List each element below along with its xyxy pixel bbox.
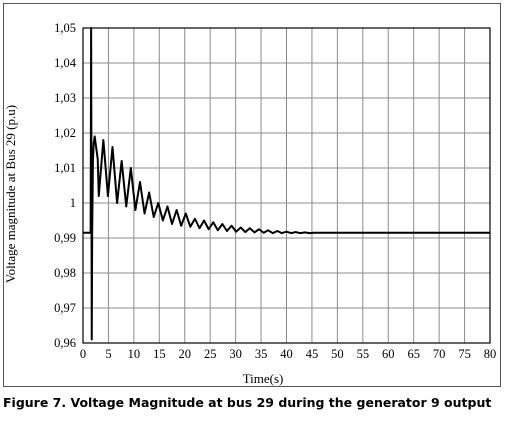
y-tick-label: 0,99 — [54, 231, 76, 245]
x-tick-label: 70 — [433, 347, 446, 361]
x-tick-label: 55 — [357, 347, 370, 361]
x-tick-label: 65 — [407, 347, 420, 361]
y-tick-label: 1,01 — [54, 161, 76, 175]
y-tick-label: 1,02 — [54, 126, 76, 140]
x-tick-label: 80 — [484, 347, 497, 361]
x-tick-label: 35 — [255, 347, 268, 361]
y-tick-label: 1 — [70, 196, 76, 210]
y-tick-label: 0,98 — [54, 266, 76, 280]
x-tick-label: 50 — [331, 347, 344, 361]
series-lines — [83, 27, 490, 341]
y-tick-label: 1,04 — [54, 56, 77, 70]
x-tick-label: 0 — [80, 347, 86, 361]
y-tick-label: 1,05 — [54, 21, 76, 35]
x-tick-label: 60 — [382, 347, 395, 361]
y-tick-label: 1,03 — [54, 91, 76, 105]
x-tick-label: 30 — [229, 347, 242, 361]
line-chart: 0 5 10 15 20 25 30 35 40 45 50 55 60 65 70 75 80 0,960,9… — [54, 21, 496, 361]
x-tick-label: 40 — [280, 347, 293, 361]
grid — [82, 27, 491, 344]
plot-border — [82, 27, 491, 344]
y-tick-labels: 0,96 0,97 0,98 0,99 1 1,01 1,02 1,03 1,04 1,05 — [54, 21, 77, 350]
x-tick-label: 20 — [179, 347, 192, 361]
y-tick-label: 0,96 — [54, 336, 76, 350]
x-tick-label: 45 — [306, 347, 319, 361]
x-tick-label: 75 — [458, 347, 471, 361]
x-tick-labels: 0 5 10 15 20 25 30 35 40 45 50 55 60 65 70 75 80 — [80, 347, 496, 361]
x-tick-label: 15 — [153, 347, 166, 361]
voltage-series-line — [83, 27, 490, 341]
x-tick-label: 25 — [204, 347, 217, 361]
chart-frame: 0 5 10 15 20 25 30 35 40 45 50 55 60 65 70 75 80 0,96 0,9… — [3, 3, 501, 387]
x-tick-label: 5 — [105, 347, 111, 361]
figure-caption: Figure 7. Voltage Magnitude at bus 29 du… — [3, 395, 492, 410]
x-axis-label: Time(s) — [242, 371, 284, 386]
y-tick-label: 0,97 — [54, 301, 76, 315]
x-tick-label: 10 — [128, 347, 141, 361]
